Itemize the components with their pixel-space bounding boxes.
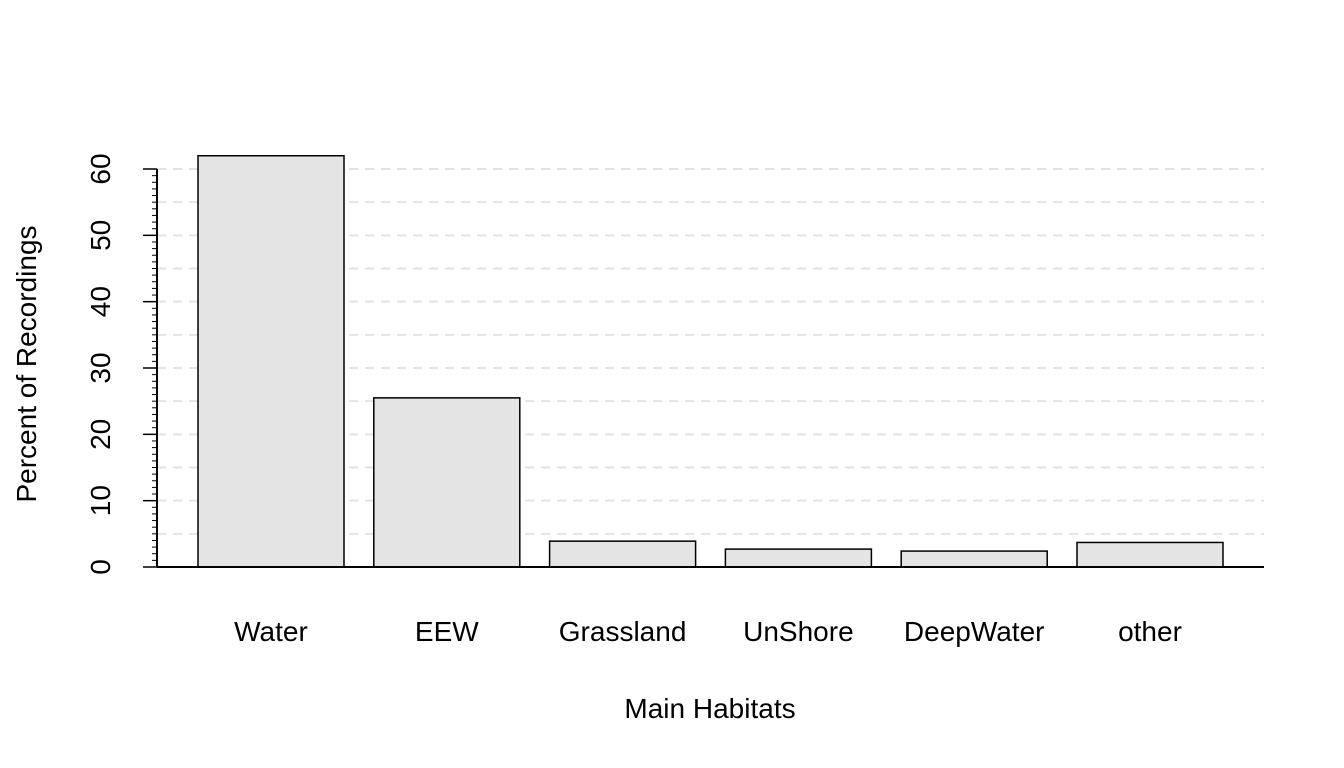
- x-tick-label: UnShore: [743, 616, 854, 647]
- x-tick-label: DeepWater: [904, 616, 1045, 647]
- bar-water: [197, 154, 345, 568]
- x-axis-tick-labels: Water EEW Grassland UnShore DeepWater other: [234, 616, 1182, 647]
- y-tick-label: 50: [85, 220, 116, 251]
- y-tick-label: 10: [85, 485, 116, 516]
- bar-eew: [373, 397, 521, 568]
- x-tick-label: Grassland: [559, 616, 687, 647]
- y-axis-ticks: 0 10 20 30 40 50 60: [85, 153, 157, 575]
- bar-grassland: [548, 540, 697, 568]
- x-tick-label: EEW: [415, 616, 479, 647]
- y-tick-label: 20: [85, 419, 116, 450]
- y-tick-label: 30: [85, 352, 116, 383]
- y-axis-title: Percent of Recordings: [11, 225, 42, 502]
- y-tick-label: 40: [85, 286, 116, 317]
- bars: [197, 154, 1224, 568]
- y-tick-label: 0: [85, 559, 116, 575]
- bar-other: [1076, 541, 1224, 568]
- y-tick-label: 60: [85, 153, 116, 184]
- x-tick-label: Water: [234, 616, 308, 647]
- bar-deepwater: [900, 550, 1048, 568]
- x-tick-label: other: [1118, 616, 1182, 647]
- bar-unshore: [724, 548, 873, 568]
- x-axis-title: Main Habitats: [624, 693, 795, 724]
